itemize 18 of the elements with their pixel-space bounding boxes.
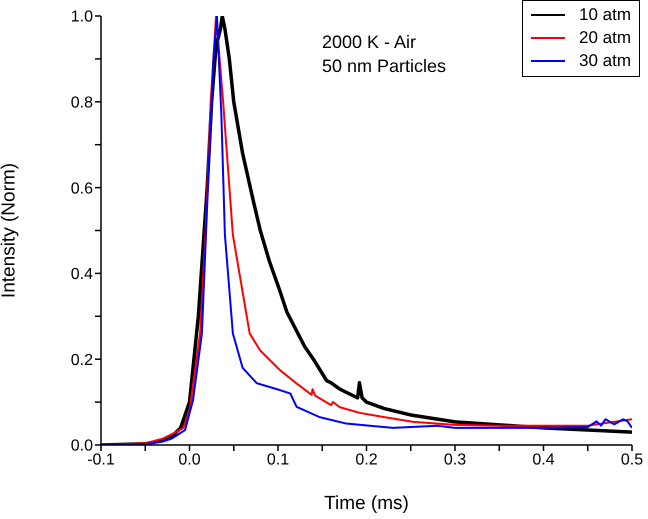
y-tick-label: 0.4 — [70, 266, 94, 284]
y-axis-title: Intensity (Norm) — [0, 162, 20, 298]
y-tick-label: 1.0 — [70, 8, 94, 26]
x-tick-label: 0.5 — [620, 451, 644, 468]
legend-label: 20 atm — [579, 27, 631, 49]
annotation: 50 nm Particles — [322, 55, 446, 78]
x-tick-label: 0.0 — [178, 451, 201, 468]
legend-label: 30 atm — [579, 50, 631, 72]
x-tick-label: 0.1 — [266, 451, 290, 468]
legend-label: 10 atm — [579, 4, 631, 26]
x-axis-title: Time (ms) — [324, 493, 409, 514]
x-tick-label: 0.3 — [444, 451, 466, 468]
y-tick-label: 0.2 — [70, 352, 94, 369]
annotation: 2000 K - Air — [322, 31, 418, 54]
x-tick-label: 0.4 — [532, 451, 555, 468]
x-tick-label: 0.2 — [355, 451, 378, 468]
y-tick-label: 0.6 — [70, 180, 94, 198]
y-tick-label: 0.8 — [70, 94, 94, 112]
